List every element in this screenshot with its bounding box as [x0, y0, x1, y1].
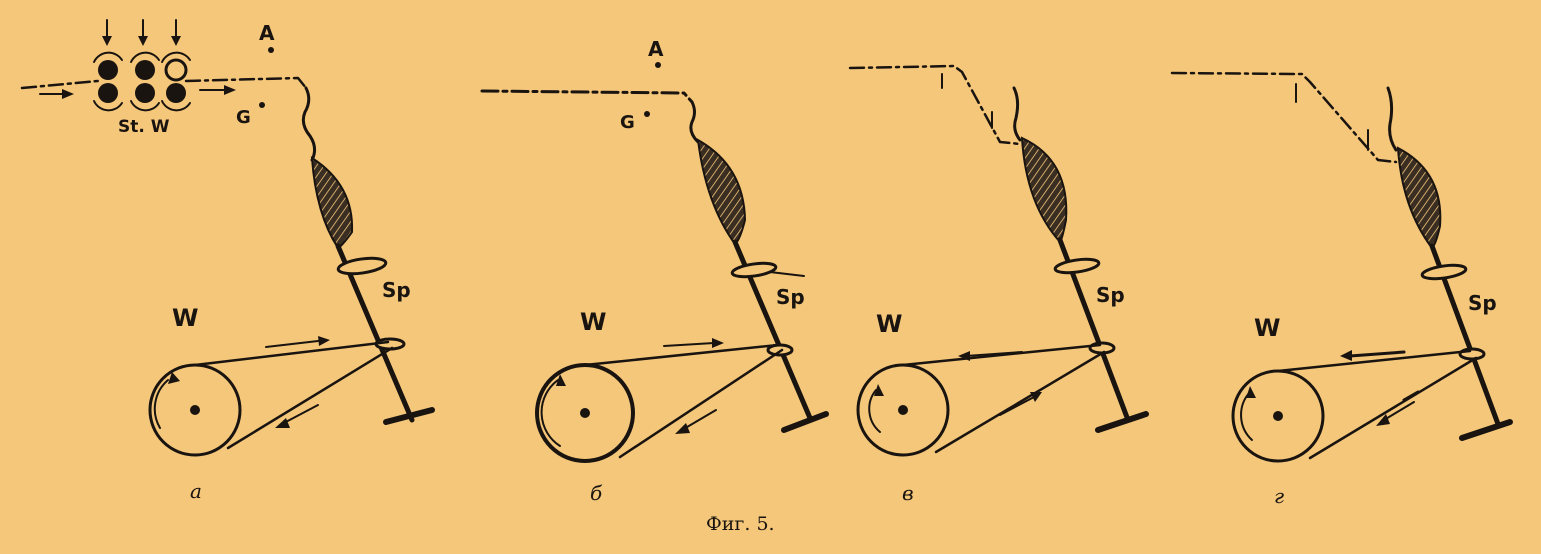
panel-a: [20, 19, 435, 457]
label-w-panel-b: W: [580, 308, 606, 336]
label-w-panel-a: W: [172, 304, 198, 332]
label-rollers: St. W: [118, 117, 170, 137]
panel-v-sublabel: в: [902, 481, 914, 505]
label-sp-panel-v: Sp: [1096, 283, 1125, 307]
label-sp-panel-a: Sp: [382, 278, 411, 302]
panel-b-sublabel: б: [590, 481, 603, 505]
panel-g-sublabel: г: [1274, 484, 1284, 508]
label-w-panel-v: W: [876, 310, 902, 338]
drafting-rollers: [93, 19, 191, 112]
label-g-panel-b: G: [620, 112, 635, 133]
panel-v: [848, 64, 1149, 457]
figure-caption: Фиг. 5.: [706, 513, 775, 535]
panel-g: [1170, 71, 1513, 463]
label-sp-panel-g: Sp: [1468, 291, 1497, 315]
panel-a-sublabel: a: [190, 479, 202, 503]
label-a-panel-a: A: [259, 21, 275, 45]
panel-b: [480, 62, 829, 463]
label-a-panel-b: A: [648, 37, 664, 61]
label-w-panel-g: W: [1254, 314, 1280, 342]
label-sp-panel-b: Sp: [776, 285, 805, 309]
label-g-panel-a: G: [236, 107, 251, 128]
